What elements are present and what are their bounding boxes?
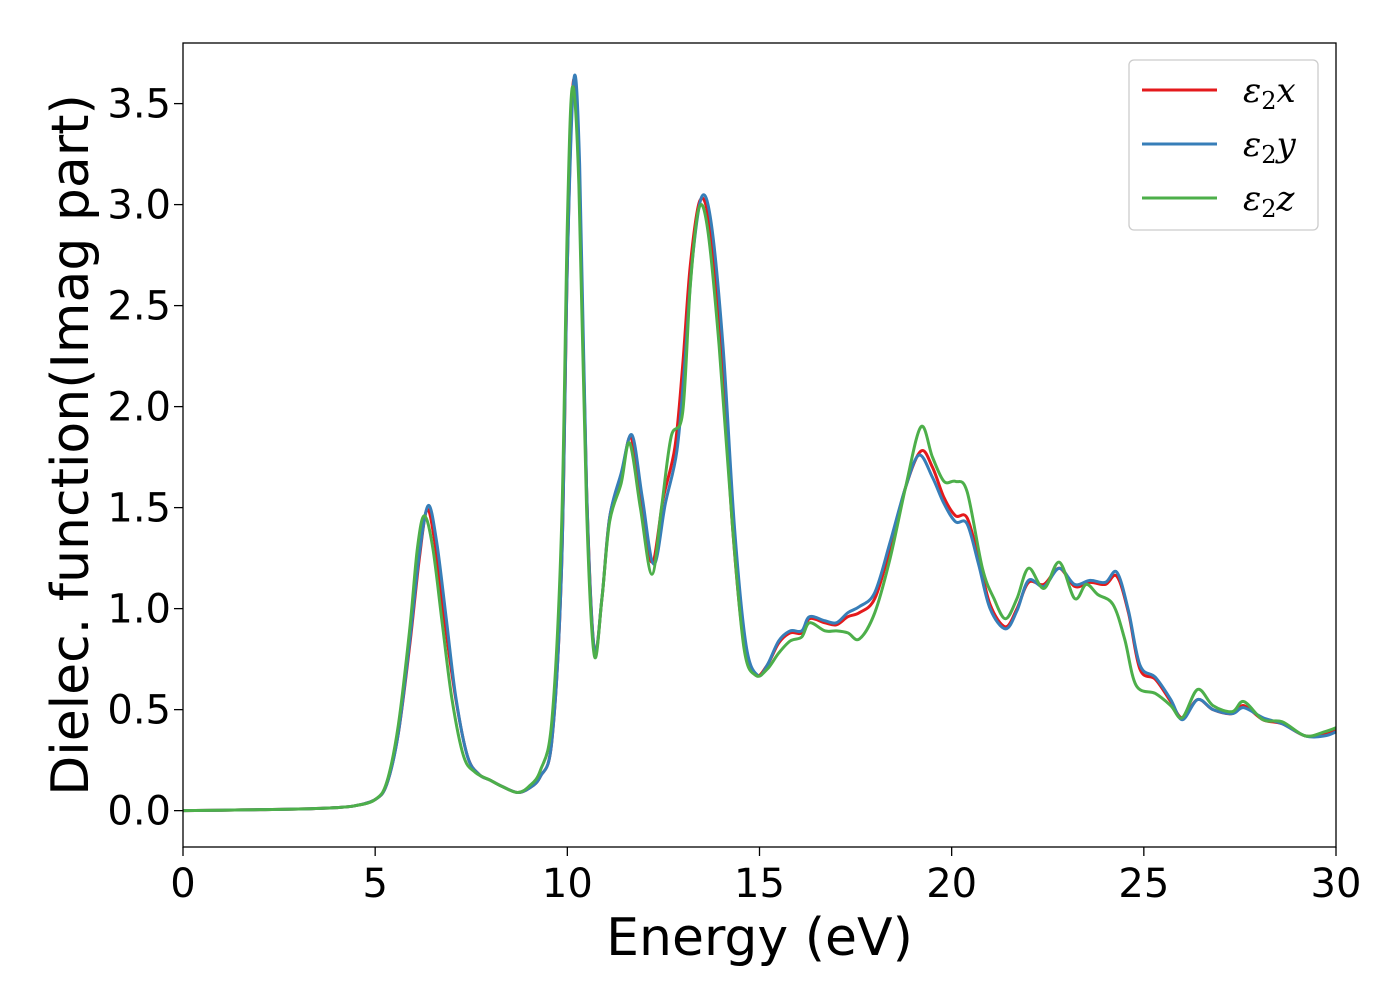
x-tick-label: 15 (734, 861, 785, 907)
x-tick-label: 10 (542, 861, 593, 907)
y-tick-label: 2.5 (107, 284, 171, 330)
y-axis-label: Dielec. function(Imag part) (41, 94, 101, 796)
x-tick-label: 5 (362, 861, 387, 907)
y-tick-label: 3.0 (107, 183, 171, 229)
legend-subscript: 2 (1261, 141, 1276, 169)
legend-symbol: ε (1243, 179, 1261, 219)
x-tick-label: 0 (170, 861, 195, 907)
y-tick-label: 1.0 (107, 587, 171, 633)
legend-subscript: 2 (1261, 195, 1276, 223)
series-line-z (182, 85, 1337, 813)
y-tick-label: 2.0 (107, 385, 171, 431)
y-tick-label: 0.5 (107, 688, 171, 734)
legend-subscript: 2 (1261, 87, 1276, 115)
x-axis-label: Energy (eV) (606, 908, 913, 968)
legend-label-z: ε2z (1243, 179, 1296, 223)
legend-symbol: ε (1243, 71, 1261, 111)
legend-box (1128, 59, 1319, 231)
legend-suffix: y (1275, 125, 1297, 165)
y-tick-label: 3.5 (107, 82, 171, 128)
x-tick-label: 30 (1311, 861, 1362, 907)
legend-symbol: ε (1243, 125, 1261, 165)
series-lines (182, 73, 1337, 813)
x-tick-label: 20 (926, 861, 977, 907)
legend-label-x: ε2x (1243, 71, 1296, 115)
series-line-y (182, 73, 1337, 813)
y-axis: 0.0 0.5 1.0 1.5 2.0 2.5 3.0 3.5 (107, 82, 183, 835)
x-axis: 0 5 10 15 20 25 30 (170, 847, 1361, 907)
y-tick-label: 0.0 (107, 789, 171, 835)
y-tick-label: 1.5 (107, 486, 171, 532)
legend-label-y: ε2y (1243, 125, 1297, 169)
x-tick-label: 25 (1118, 861, 1169, 907)
legend-suffix: z (1276, 179, 1296, 219)
legend-suffix: x (1277, 71, 1296, 111)
